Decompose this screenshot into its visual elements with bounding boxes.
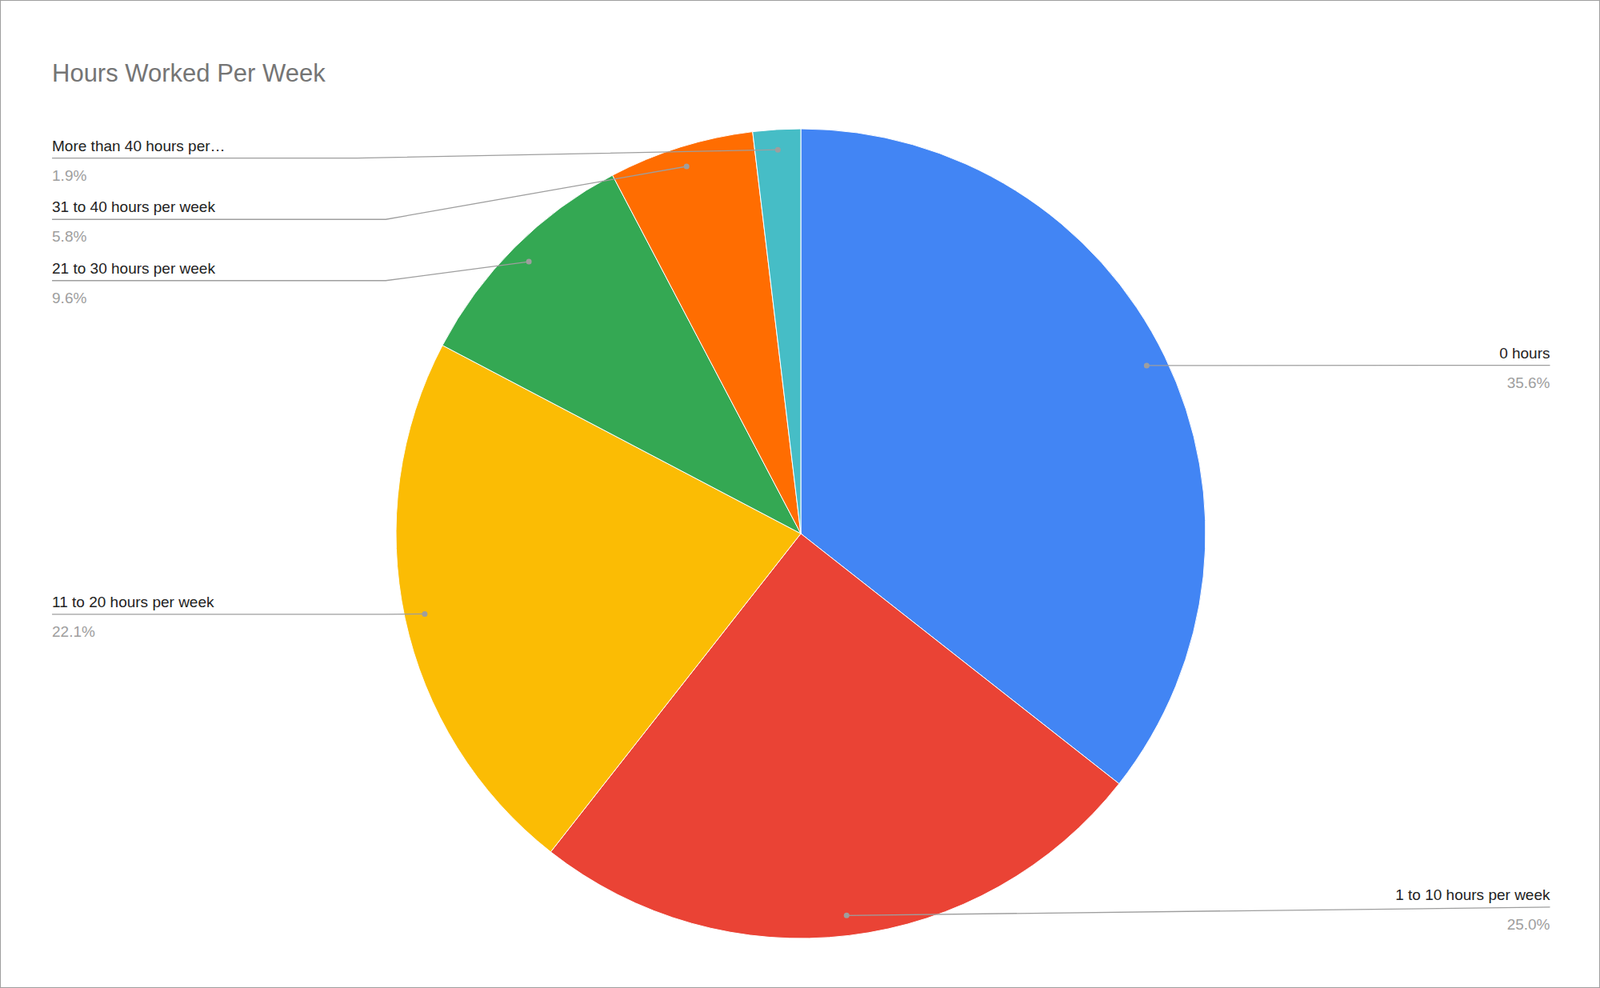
slice-label: 31 to 40 hours per week bbox=[52, 198, 216, 216]
leader-dot bbox=[526, 259, 532, 265]
data-label: 35.6% bbox=[1507, 374, 1551, 392]
leader-line bbox=[52, 613, 425, 616]
slice-label: 11 to 20 hours per week bbox=[52, 593, 215, 611]
frame bbox=[0, 0, 1600, 988]
leader-line bbox=[52, 166, 687, 220]
chart: Hours Worked Per Week 0 hours 35.6% 1 to 10… bbox=[0, 0, 1600, 988]
slice-label: 1 to 10 hours per week bbox=[1395, 886, 1551, 904]
slice-label: 0 hours bbox=[1499, 344, 1550, 362]
slice-label: 21 to 30 hours per week bbox=[52, 260, 216, 277]
leader-line bbox=[1146, 364, 1550, 367]
labels: 0 hours 35.6% 1 to 10 hours per week 25.0% 1… bbox=[52, 137, 1551, 933]
leader-line bbox=[846, 907, 1550, 916]
data-label: 22.1% bbox=[52, 623, 96, 640]
leader-dot bbox=[775, 147, 781, 153]
leader-dot bbox=[844, 912, 850, 919]
data-label: 5.8% bbox=[52, 228, 87, 245]
slice-label: More than 40 hours per… bbox=[52, 137, 226, 155]
title: Hours Worked Per Week bbox=[52, 59, 326, 88]
data-label: 25.0% bbox=[1507, 916, 1551, 933]
pie bbox=[396, 128, 1206, 939]
leader-dot bbox=[1144, 362, 1150, 368]
leader-dot bbox=[684, 163, 690, 169]
slice bbox=[752, 128, 801, 534]
leader-dot bbox=[421, 611, 428, 617]
data-label: 9.6% bbox=[52, 289, 87, 307]
data-label: 1.9% bbox=[52, 167, 87, 184]
